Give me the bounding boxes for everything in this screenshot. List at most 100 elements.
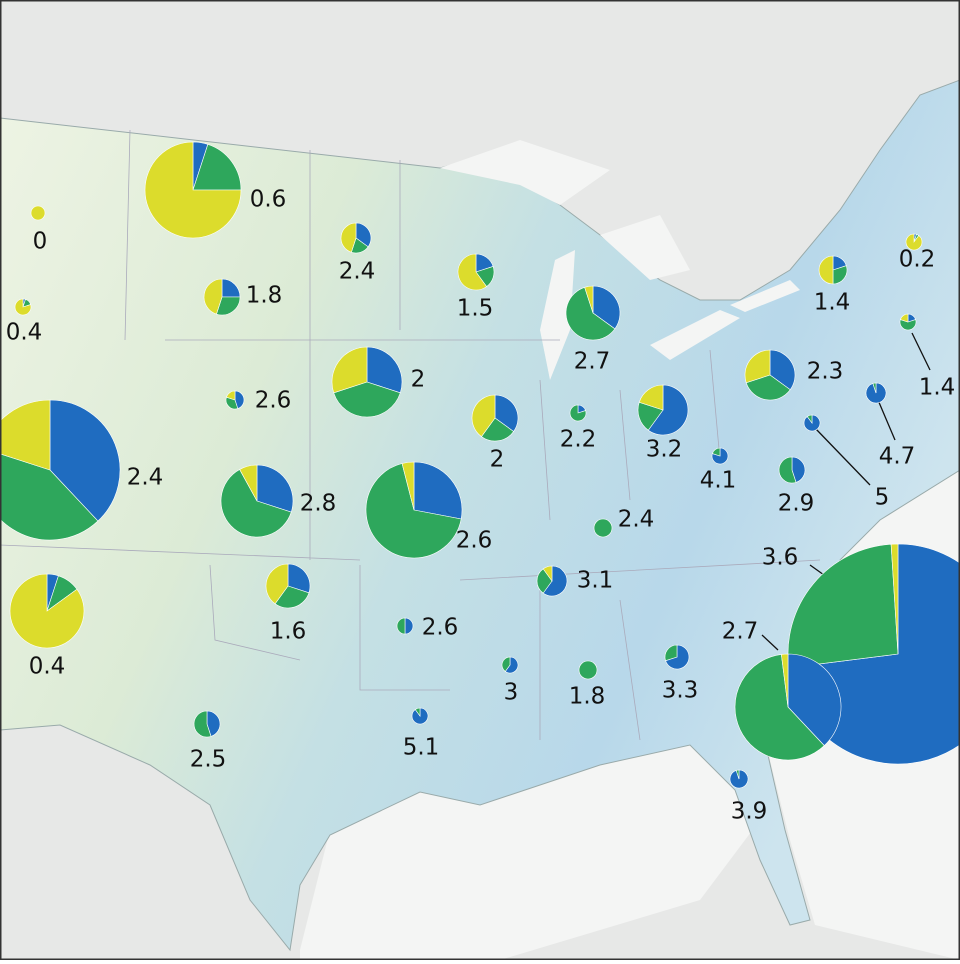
pie-label: 3.1 [577, 568, 614, 594]
pie-slice [638, 384, 664, 411]
pie-label: 0 [33, 229, 48, 255]
pie-slice [569, 404, 587, 422]
pie-slice [226, 390, 236, 401]
pie-label: 5 [875, 485, 890, 511]
pie-label: 1.4 [814, 290, 851, 316]
pie-slice [900, 313, 909, 323]
pie-slice [206, 710, 221, 737]
pie-slice [905, 233, 923, 251]
pie-slice [712, 447, 721, 457]
pie-label: 2.3 [807, 359, 844, 385]
gulf [300, 740, 760, 960]
pie [14, 298, 32, 316]
pie [225, 390, 245, 410]
pie-slice [734, 654, 825, 761]
pie-label: 2.4 [339, 259, 376, 285]
lake [600, 215, 690, 280]
pie-slice [192, 143, 242, 191]
pie-slice [647, 384, 689, 436]
pie-slice [818, 255, 834, 285]
pie-slice [355, 222, 372, 248]
pie [734, 653, 842, 761]
pie [865, 382, 887, 404]
pie-slice [494, 394, 519, 432]
pie-slice [265, 563, 289, 605]
pie-slice [413, 461, 463, 520]
pie-slice [333, 381, 401, 418]
pie-label: 3.9 [731, 799, 768, 825]
pie-slice [401, 461, 415, 511]
pie-label: 2.4 [127, 465, 164, 491]
pie-slice [899, 319, 917, 331]
lake [730, 280, 800, 312]
pie-slice [504, 656, 519, 674]
pie-slice [331, 346, 368, 394]
pie-slice [287, 563, 311, 594]
pie [30, 205, 46, 221]
pie-slice [30, 205, 46, 221]
pie-label: 1.8 [569, 684, 606, 710]
pie [203, 278, 241, 316]
pie-label: 0.6 [250, 187, 287, 213]
pie-slice [584, 285, 594, 314]
pie [536, 565, 568, 597]
pie-label: 2.6 [255, 388, 292, 414]
pie-slice [144, 141, 242, 239]
pies: 0 0.6 0.4 1.8 2.4 1.5 2.7 2 2.6 2.4 2 2.2 3.2 2.3 4.7 5… [0, 141, 960, 825]
pie-slice [471, 394, 496, 438]
pie [744, 349, 796, 401]
pie-label: 2.6 [456, 528, 493, 554]
pie-slice [778, 456, 797, 484]
pie [193, 710, 221, 738]
pie-label: 2.2 [560, 427, 597, 453]
pie [565, 285, 621, 341]
pie-slice [216, 296, 241, 316]
pie-slice [536, 568, 553, 594]
pie-slice [872, 382, 877, 394]
pie-slice [9, 573, 85, 649]
pie-slice [234, 390, 245, 409]
pie-label: 4.1 [700, 468, 737, 494]
pie-slice [365, 463, 462, 559]
pie-slice [890, 543, 899, 655]
pie-slice [396, 617, 406, 635]
pie-slice [14, 298, 32, 316]
pie-label: 2.4 [618, 507, 655, 533]
pie-slice [832, 265, 848, 285]
pie-slice [735, 769, 740, 780]
pie-label: 1.8 [246, 283, 283, 309]
lake [440, 140, 610, 205]
pie-slice [0, 399, 51, 471]
pie-slice [220, 469, 292, 538]
lake [540, 250, 575, 380]
pie [9, 573, 85, 649]
pie [569, 404, 587, 422]
pie [365, 461, 463, 559]
pie-slice [481, 417, 515, 442]
pie-slice [769, 349, 796, 391]
pie [664, 644, 690, 670]
pie-slice [542, 565, 568, 597]
pie-label: 2 [411, 367, 426, 393]
pie [340, 222, 372, 254]
pie [729, 769, 749, 789]
pie [331, 346, 403, 418]
pie-label: 0.2 [899, 247, 936, 273]
pie [0, 399, 121, 541]
pie-slice [193, 710, 212, 738]
pie [578, 660, 598, 680]
pie [905, 233, 923, 251]
pie-slice [787, 653, 842, 747]
pie-label: 2.6 [422, 615, 459, 641]
pie-label: 2 [490, 447, 505, 473]
pie-label: 1.6 [270, 619, 307, 645]
pie-slice [542, 565, 553, 582]
pie [457, 253, 495, 291]
pie-label: 3 [504, 680, 519, 706]
pie [220, 464, 294, 538]
pie-slice [366, 346, 403, 394]
pie-label: 0.4 [29, 654, 66, 680]
pie-slice [781, 653, 789, 708]
pie [144, 141, 242, 239]
pie [471, 394, 519, 442]
